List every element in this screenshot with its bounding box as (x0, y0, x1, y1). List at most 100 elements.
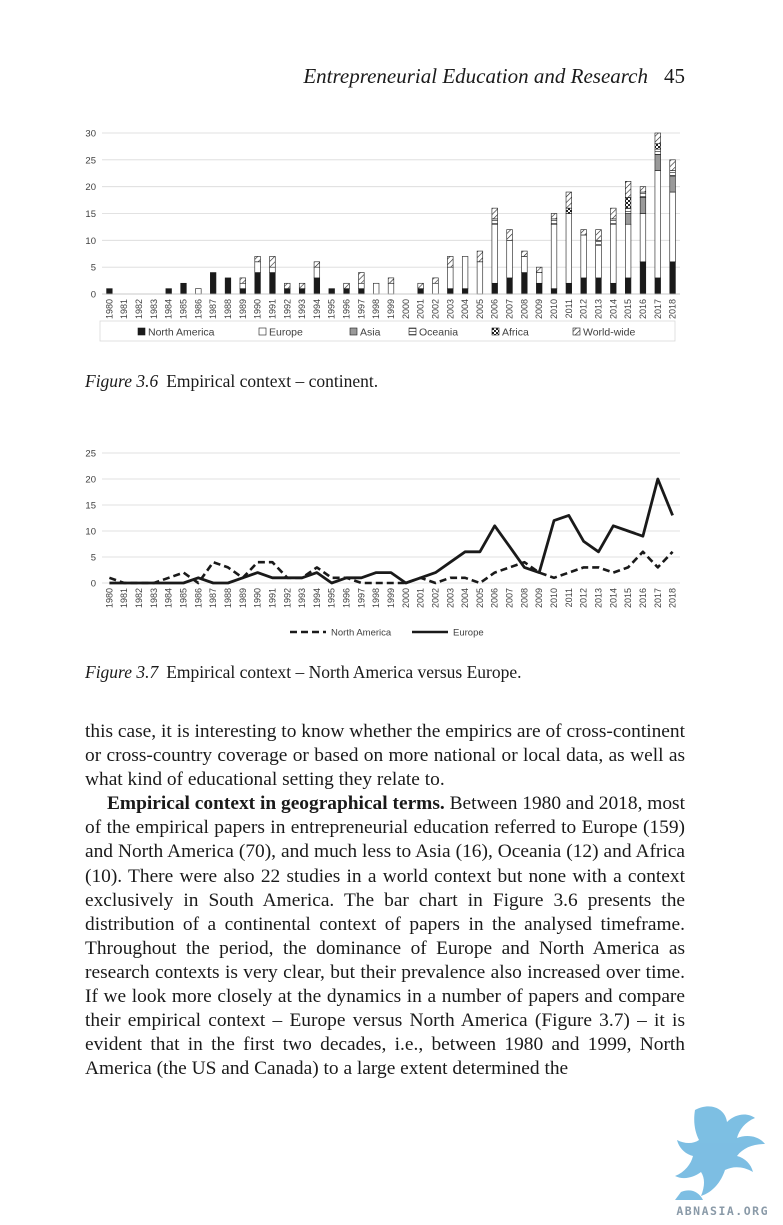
bar-segment (521, 272, 528, 295)
bar-segment (565, 282, 572, 295)
legend-box (99, 320, 676, 342)
bar-segment (669, 170, 676, 177)
running-head-title: Entrepreneurial Education and Research (303, 64, 648, 88)
figure-3-7-caption-text: Empirical context – North America versus… (166, 662, 522, 682)
x-tick-label: 2006 (490, 299, 500, 319)
bar-segment (521, 256, 528, 273)
bar-segment (595, 277, 602, 295)
legend-swatch (137, 327, 146, 336)
bar-segment (313, 277, 321, 295)
legend-label: North America (331, 628, 392, 639)
legend-swatch (491, 327, 500, 336)
x-tick-label: 1990 (253, 299, 263, 319)
bar-segment (669, 159, 676, 171)
y-tick-label: 5 (91, 553, 96, 564)
x-tick-label: 2002 (430, 299, 440, 319)
bar-segment (447, 266, 454, 289)
paragraph-2-run-in-heading: Empirical context in geographical terms. (107, 793, 445, 815)
y-tick-label: 25 (85, 449, 96, 460)
bar-segment (580, 277, 587, 295)
legend-swatch (408, 327, 417, 336)
bar-segment (536, 266, 543, 273)
figure-3-7-line-chart: 0 5 10 15 20 25 1980 1981 1982 1983 1984 1985 1986 19… (60, 440, 690, 645)
x-tick-label: 2000 (401, 588, 411, 608)
page-number: 45 (664, 64, 685, 88)
x-tick-label: 1992 (282, 588, 292, 608)
bar-segment (298, 282, 306, 289)
x-tick-label: 2007 (505, 588, 515, 608)
figure-3-6-caption-text: Empirical context – continent. (166, 371, 379, 391)
x-tick-label: 2014 (608, 299, 618, 319)
y-tick-label: 0 (91, 290, 96, 301)
bar-segment (565, 191, 572, 209)
bar-segment (550, 218, 558, 225)
bar-segment (461, 256, 469, 289)
bar-segment (625, 180, 632, 198)
x-tick-label: 1986 (193, 299, 203, 319)
bar-segment (284, 282, 291, 289)
bar-segment (625, 207, 632, 214)
y-tick-label: 10 (85, 236, 96, 247)
x-tick-label: 2004 (460, 588, 470, 608)
bar-segment (358, 288, 365, 295)
bar-segment (269, 266, 276, 273)
x-tick-label: 2001 (416, 588, 426, 608)
bar-segment (536, 282, 543, 295)
bar-segment (639, 213, 647, 263)
y-tick-label: 30 (85, 129, 96, 140)
bar-segment (180, 282, 187, 295)
figure-3-6-label: Figure 3.6 (85, 371, 159, 391)
legend-swatch (572, 327, 581, 336)
bar-segment (269, 256, 276, 268)
bar-segment (254, 261, 261, 273)
bar-segment (313, 261, 321, 268)
x-tick-label: 1981 (119, 588, 129, 608)
bar-segment (447, 288, 454, 295)
x-tick-label: 2005 (475, 299, 485, 319)
y-tick-label: 20 (85, 475, 96, 486)
y-tick-label: 15 (85, 209, 96, 220)
x-tick-label: 1991 (267, 299, 277, 319)
body-text: this case, it is interesting to know whe… (85, 720, 685, 1081)
bar-segment (417, 288, 424, 295)
x-tick-label: 1984 (164, 588, 174, 608)
bar-segment (595, 229, 602, 241)
y-tick-label: 5 (91, 263, 96, 274)
x-tick-label: 2014 (608, 588, 618, 608)
x-tick-label: 2011 (564, 588, 574, 607)
x-tick-label: 2006 (490, 588, 500, 608)
x-tick-label: 1989 (238, 299, 248, 319)
bar-segment (536, 272, 543, 284)
x-tick-label: 1981 (119, 299, 129, 319)
x-tick-label: 1997 (356, 299, 366, 319)
x-tick-label: 2017 (653, 588, 663, 608)
bar-segment (254, 272, 261, 295)
bar-segment (654, 277, 661, 295)
y-tick-label: 15 (85, 501, 96, 512)
x-tick-label: 1994 (312, 299, 322, 319)
x-tick-label: 2005 (475, 588, 485, 608)
x-tick-label: 2002 (430, 588, 440, 608)
bar-segment (580, 234, 587, 279)
x-tick-label: 1998 (371, 588, 381, 608)
watermark-text: ABNASIA.ORG (676, 1204, 769, 1218)
legend-label: Europe (453, 628, 484, 639)
paragraph-2-text: Between 1980 and 2018, most of the empir… (85, 793, 685, 1080)
bar-segment (550, 223, 558, 289)
x-tick-label: 1991 (267, 588, 277, 608)
legend-label: Africa (502, 327, 529, 339)
bar-segment (491, 207, 498, 220)
bar-segment (417, 282, 424, 289)
bar-segment (491, 218, 498, 225)
bar-segment (610, 218, 617, 225)
x-tick-label: 1997 (356, 588, 366, 608)
legend-label: Europe (269, 327, 303, 339)
legend-label: North America (148, 327, 215, 339)
bar-segment (639, 186, 647, 193)
bar-segment (476, 261, 484, 295)
x-tick-label: 1987 (208, 588, 218, 608)
x-tick-label: 1989 (238, 588, 248, 608)
bar-segment (313, 266, 321, 279)
bar-segment (639, 191, 647, 198)
bar-segment (106, 288, 113, 295)
